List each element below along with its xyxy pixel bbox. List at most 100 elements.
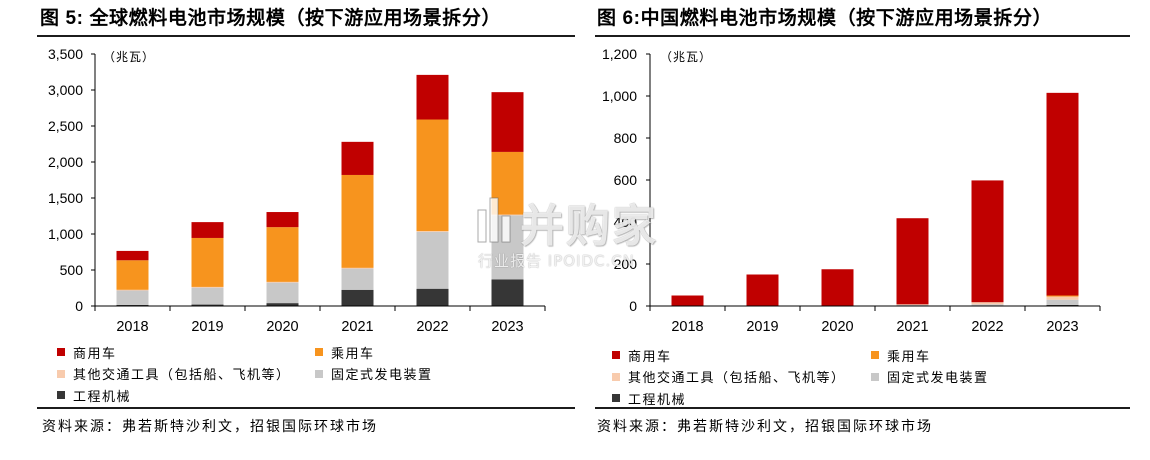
legend-swatch — [871, 372, 879, 381]
legend-label: 其他交通工具（包括船、飞机等） — [73, 367, 291, 382]
figure-title: 图 6:中国燃料电池市场规模（按下游应用场景拆分） — [597, 8, 1053, 29]
bar-segment-series-3-2020 — [266, 282, 299, 304]
x-tick-label: 2020 — [266, 319, 298, 335]
bar-segment-series-3-2022 — [971, 304, 1004, 306]
title-divider — [37, 35, 575, 37]
y-tick-label: 200 — [614, 256, 638, 272]
y-tick-label: 800 — [614, 130, 638, 146]
bar-segment-series-4-2023 — [491, 279, 524, 306]
legend-swatch — [612, 351, 620, 359]
bar-segment-series-3-2023 — [1046, 299, 1079, 305]
bar-segment-series-2-2022 — [971, 302, 1004, 305]
bar-segment-series-2-2018 — [116, 289, 149, 291]
x-tick-label: 2019 — [746, 319, 778, 335]
global-chart-panel: 图 5: 全球燃料电池市场规模（按下游应用场景拆分） 2018 2019 2020 2… — [37, 0, 575, 460]
bar-segment-series-1-2023 — [491, 151, 524, 215]
y-tick-label: 2,500 — [48, 118, 83, 134]
y-tick-label: 1,200 — [602, 46, 637, 62]
legend-item: 商用车 — [57, 344, 117, 361]
x-tick-label: 2020 — [821, 319, 853, 335]
y-tick-label: 1,000 — [48, 226, 83, 242]
bar-segment-series-3-2021 — [896, 304, 929, 306]
bar-segment-series-4-2023 — [1046, 304, 1079, 306]
x-tick-label: 2022 — [416, 319, 448, 335]
bar-segment-series-0-2020 — [266, 212, 299, 228]
bar-segment-series-1-2018 — [116, 260, 149, 290]
y-unit-label: （兆瓦） — [103, 50, 155, 64]
legend-label: 工程机械 — [628, 391, 687, 407]
stacked-bar-chart: 2018 2019 2020 2021 2022 2023 0 500 1,000 1,500 2,… — [48, 46, 546, 335]
bar-segment-series-0-2022 — [971, 180, 1004, 303]
x-tick-label: 2023 — [491, 319, 523, 335]
legend-label: 商用车 — [628, 348, 672, 364]
legend-label: 乘用车 — [331, 345, 375, 361]
bar-segment-series-1-2019 — [191, 237, 224, 287]
bar-segment-series-1-2021 — [341, 174, 374, 268]
bar-segment-series-0-2018 — [671, 295, 704, 306]
bar-segment-series-4-2019 — [191, 304, 224, 306]
legend-item: 乘用车 — [871, 347, 931, 364]
bar-segment-series-1-2022 — [416, 119, 449, 232]
bar-segment-series-1-2023 — [1046, 295, 1079, 297]
bar-segment-series-0-2021 — [896, 218, 929, 305]
legend-swatch — [315, 369, 323, 378]
legend-item: 工程机械 — [612, 390, 687, 407]
x-tick-label: 2023 — [1046, 319, 1078, 335]
legend-item: 固定式发电装置 — [315, 366, 433, 382]
legend-label: 固定式发电装置 — [887, 370, 989, 385]
legend-item: 商用车 — [612, 347, 672, 364]
bar-segment-series-1-2020 — [266, 227, 299, 282]
bar-segment-series-3-2021 — [341, 268, 374, 290]
legend-swatch — [871, 351, 879, 359]
y-tick-label: 3,000 — [48, 82, 83, 98]
legend-item: 其他交通工具（包括船、飞机等） — [57, 366, 291, 382]
legend-swatch — [315, 348, 323, 356]
legend-label: 乘用车 — [887, 348, 931, 364]
bar-segment-series-3-2023 — [491, 215, 524, 280]
source-divider — [595, 407, 1130, 409]
legend-label: 其他交通工具（包括船、飞机等） — [628, 370, 846, 385]
legend-item: 固定式发电装置 — [871, 369, 989, 385]
source-note: 资料来源：弗若斯特沙利文，招银国际环球市场 — [597, 420, 933, 435]
chart-legend: 商用车 乘用车其他交通工具（包括船、飞机等） 固定式发电装置工程机械 — [595, 347, 1130, 411]
bar-segment-series-2-2019 — [191, 286, 224, 288]
stacked-bar-chart: 2018 2019 2020 2021 2022 2023 0 200 400 600 800 1,0… — [602, 46, 1101, 335]
x-tick-label: 2018 — [671, 319, 703, 335]
legend-item: 其他交通工具（包括船、飞机等） — [612, 369, 846, 385]
y-unit-label: （兆瓦） — [660, 50, 712, 64]
legend-swatch — [612, 372, 620, 381]
legend-label: 固定式发电装置 — [331, 367, 433, 382]
bar-segment-series-0-2018 — [116, 250, 149, 261]
bar-segment-series-2-2020 — [266, 281, 299, 283]
bar-segment-series-4-2018 — [116, 304, 149, 306]
source-divider — [37, 407, 575, 409]
y-tick-label: 1,000 — [602, 88, 637, 104]
bar-segment-series-3-2018 — [116, 290, 149, 305]
bar-segment-series-2-2023 — [1046, 296, 1079, 300]
y-tick-label: 500 — [60, 262, 84, 278]
bar-segment-series-0-2023 — [491, 92, 524, 152]
legend-swatch — [57, 391, 65, 399]
legend-swatch — [57, 369, 65, 378]
bar-segment-series-0-2019 — [746, 274, 779, 306]
x-tick-label: 2018 — [116, 319, 148, 335]
bar-segment-series-2-2021 — [341, 267, 374, 269]
legend-swatch — [612, 394, 620, 402]
bar-segment-series-0-2023 — [1046, 92, 1079, 296]
bar-segment-series-2-2021 — [896, 304, 929, 305]
bar-segment-series-2-2022 — [416, 231, 449, 232]
x-tick-label: 2019 — [191, 319, 223, 335]
x-tick-label: 2021 — [341, 319, 373, 335]
chart-legend: 商用车 乘用车其他交通工具（包括船、飞机等） 固定式发电装置工程机械 — [37, 344, 575, 408]
source-note: 资料来源：弗若斯特沙利文，招银国际环球市场 — [42, 420, 378, 435]
legend-swatch — [57, 348, 65, 356]
bar-segment-series-0-2019 — [191, 222, 224, 238]
bar-segment-series-4-2021 — [341, 289, 374, 306]
bar-segment-series-2-2023 — [491, 214, 524, 216]
legend-label: 工程机械 — [73, 388, 132, 404]
bar-segment-series-3-2022 — [416, 231, 449, 289]
y-tick-label: 0 — [629, 298, 637, 314]
figure-title: 图 5: 全球燃料电池市场规模（按下游应用场景拆分） — [40, 8, 502, 29]
x-tick-label: 2021 — [896, 319, 928, 335]
